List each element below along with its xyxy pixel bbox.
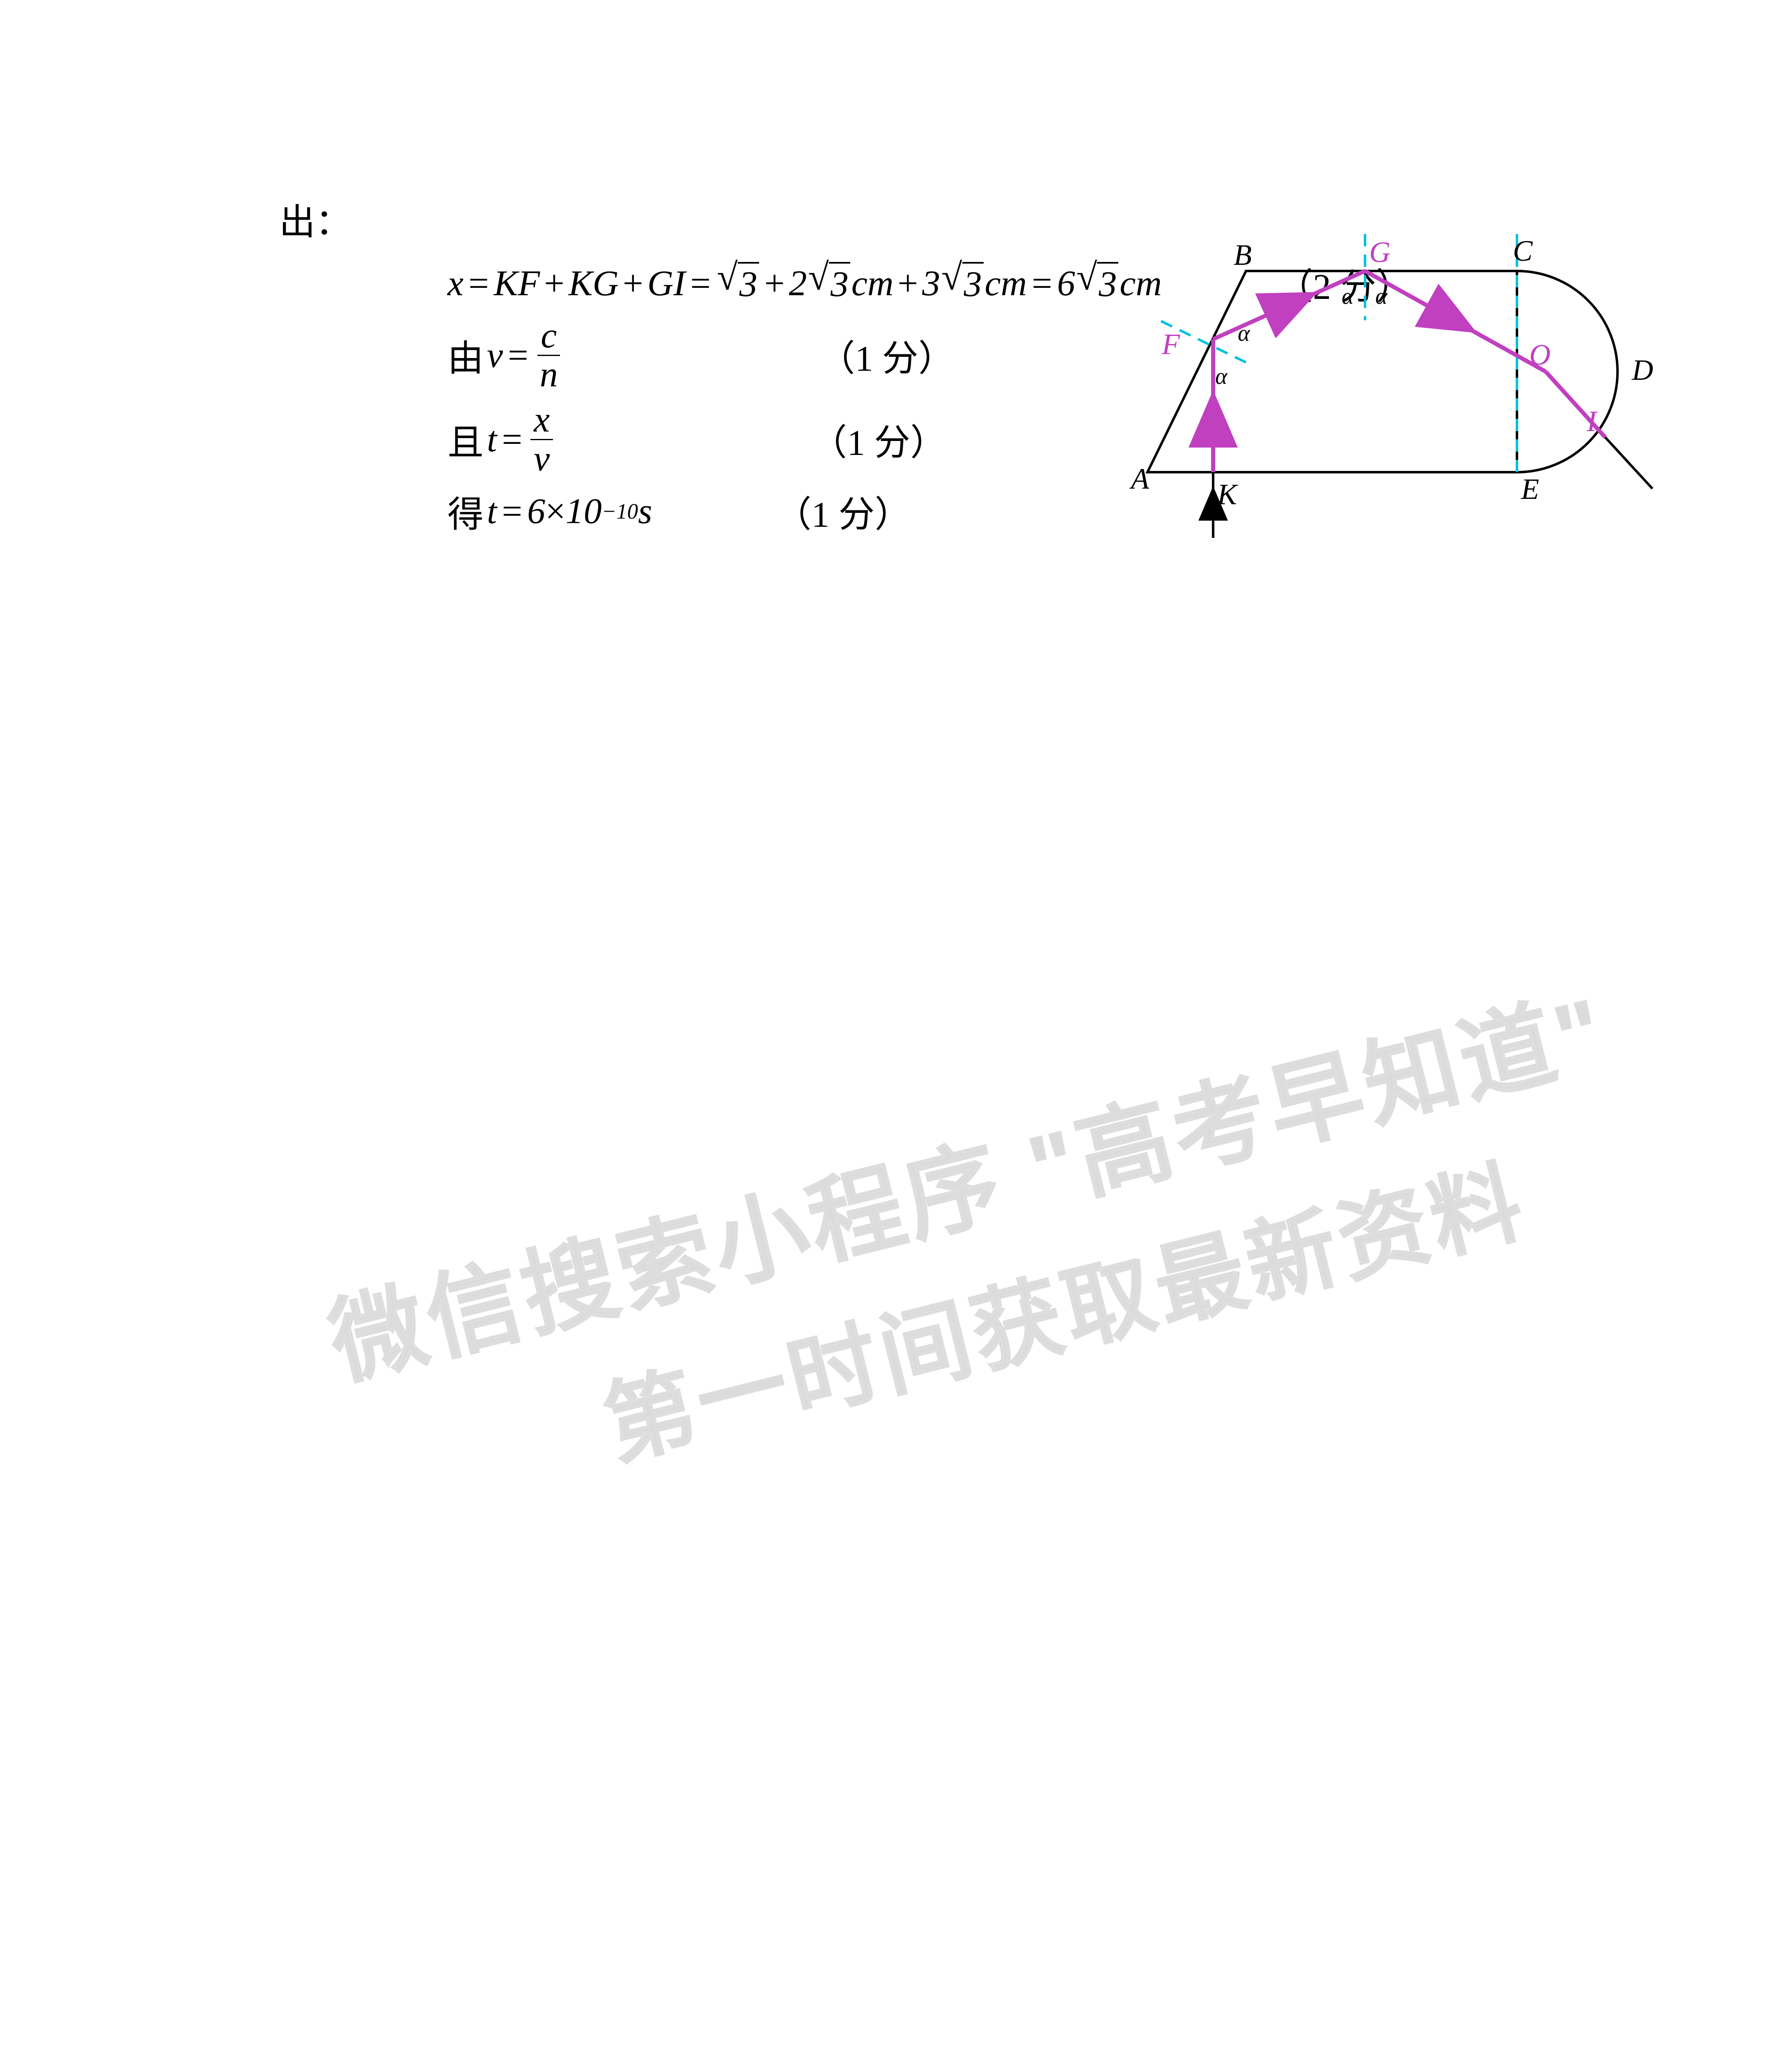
svg-text:G: G bbox=[1369, 236, 1390, 269]
ray-diagram: A B C D E F G I K O α α α α bbox=[1115, 209, 1661, 579]
svg-text:α: α bbox=[1342, 284, 1354, 309]
watermark-line-2: 第一时间获取最新资料 bbox=[589, 1098, 1657, 1483]
score-3: （1 分） bbox=[811, 413, 946, 466]
score-2: （1 分） bbox=[819, 329, 955, 381]
watermark-line-1: 微信搜索小程序 "高考早知道" bbox=[314, 954, 1622, 1404]
svg-text:K: K bbox=[1217, 478, 1239, 511]
watermark: 微信搜索小程序 "高考早知道" 第一时间获取最新资料 bbox=[314, 954, 1657, 1543]
svg-text:B: B bbox=[1234, 239, 1252, 271]
svg-text:A: A bbox=[1129, 462, 1150, 495]
svg-text:F: F bbox=[1161, 328, 1180, 361]
svg-text:O: O bbox=[1529, 338, 1551, 371]
svg-text:I: I bbox=[1586, 405, 1598, 438]
score-4: （1 分） bbox=[775, 485, 911, 537]
svg-text:α: α bbox=[1375, 284, 1388, 309]
svg-text:C: C bbox=[1513, 234, 1533, 267]
svg-text:α: α bbox=[1215, 364, 1228, 389]
svg-text:α: α bbox=[1238, 321, 1250, 346]
svg-text:D: D bbox=[1631, 354, 1653, 386]
svg-text:E: E bbox=[1521, 473, 1539, 505]
